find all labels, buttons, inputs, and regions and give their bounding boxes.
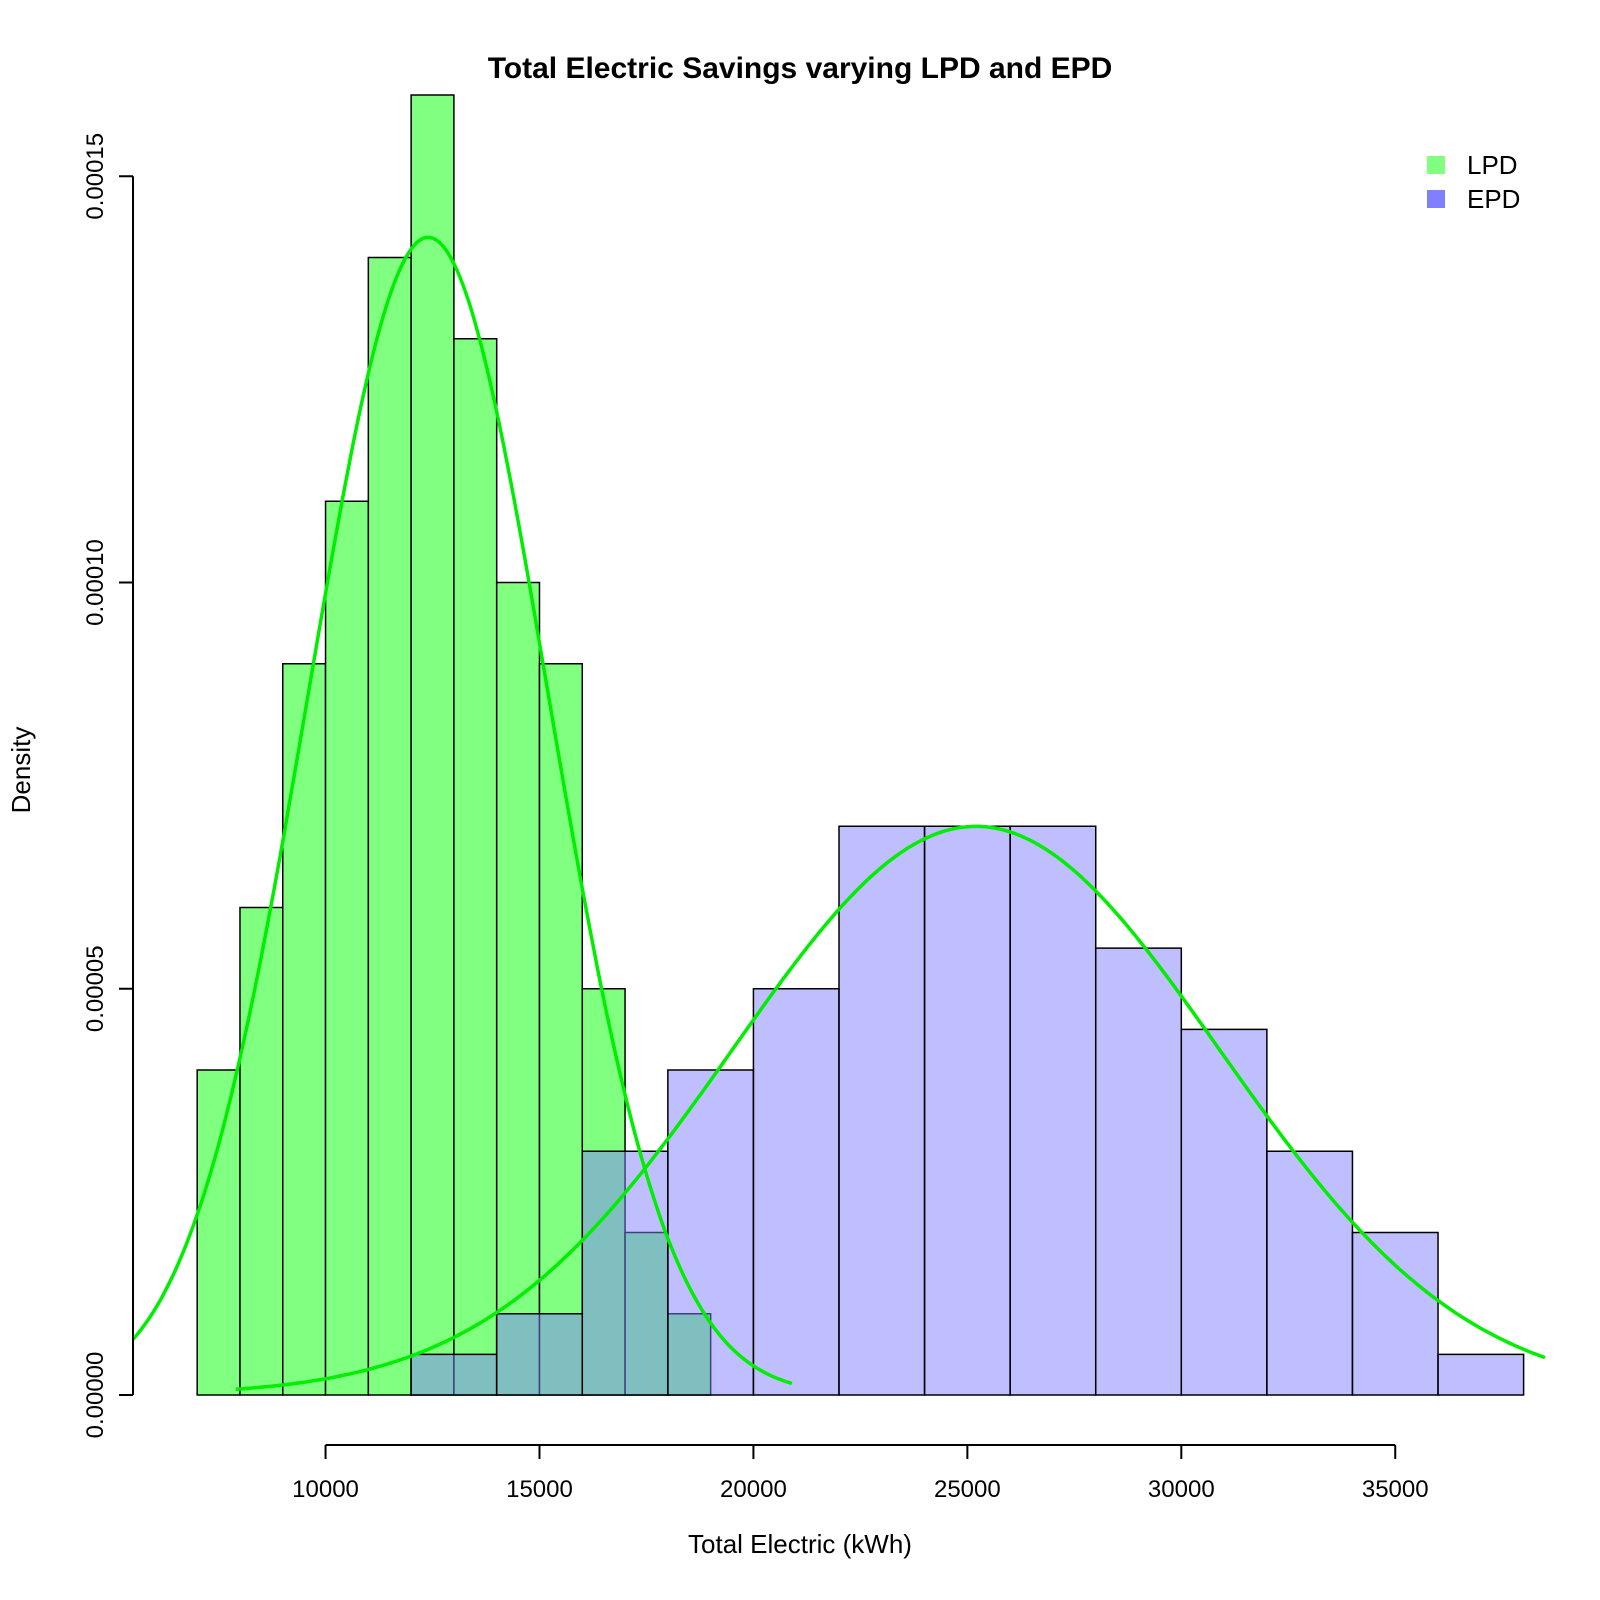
x-tick-label: 35000 [1362, 1476, 1429, 1503]
bar-epd-9 [1180, 1028, 1268, 1396]
x-axis: 10000 15000 20000 25000 30000 35000 [292, 1444, 1429, 1503]
x-tick-label: 15000 [506, 1476, 573, 1503]
chart-title: Total Electric Savings varying LPD and E… [488, 52, 1113, 85]
legend-item-epd: EPD [1427, 184, 1520, 214]
bar-lpd-5 [410, 94, 455, 1396]
x-tick-label: 30000 [1148, 1476, 1215, 1503]
y-tick-label: 0.00010 [82, 539, 109, 626]
bar-lpd-2 [282, 663, 327, 1396]
bar-epd-11 [1351, 1231, 1439, 1396]
legend-item-lpd: LPD [1427, 150, 1518, 180]
bar-epd-3 [667, 1069, 755, 1396]
curve-epd [235, 824, 1546, 1392]
legend: LPD EPD [1427, 150, 1520, 214]
bar-epd-4 [752, 988, 840, 1396]
series-lpd-bars [196, 94, 712, 1396]
bar-epd-5 [838, 825, 926, 1396]
y-tick-label: 0.00005 [82, 945, 109, 1032]
bar-lpd-7 [495, 581, 541, 1396]
legend-label: EPD [1467, 184, 1520, 214]
bar-epd-2 [581, 1150, 669, 1396]
x-axis-label: Total Electric (kWh) [688, 1529, 912, 1559]
bar-lpd-1 [239, 906, 284, 1396]
bar-epd-12 [1437, 1353, 1525, 1396]
series-epd-bars [410, 825, 1525, 1396]
bar-epd-1 [495, 1313, 584, 1396]
curve-lpd [131, 235, 793, 1386]
bar-epd-0 [410, 1353, 498, 1396]
bar-lpd-3 [324, 500, 370, 1396]
bars-layer [196, 94, 1525, 1396]
x-tick-label: 10000 [292, 1476, 359, 1503]
bar-lpd-6 [453, 338, 498, 1396]
bar-lpd-0 [196, 1069, 241, 1396]
y-tick-label: 0.00000 [82, 1352, 109, 1439]
legend-swatch [1427, 190, 1445, 208]
bar-epd-10 [1266, 1150, 1354, 1396]
density-curves [131, 235, 1546, 1392]
y-axis: 0.00000 0.00005 0.00010 0.00015 [82, 133, 134, 1439]
bar-epd-8 [1094, 947, 1183, 1396]
y-axis-label: Density [6, 727, 36, 814]
bar-epd-6 [923, 825, 1011, 1396]
y-tick-label: 0.00015 [82, 133, 109, 220]
x-tick-label: 20000 [720, 1476, 787, 1503]
legend-swatch [1427, 156, 1445, 174]
x-tick-label: 25000 [934, 1476, 1001, 1503]
legend-label: LPD [1467, 150, 1518, 180]
bar-epd-7 [1009, 825, 1097, 1396]
bar-lpd-4 [367, 256, 412, 1396]
